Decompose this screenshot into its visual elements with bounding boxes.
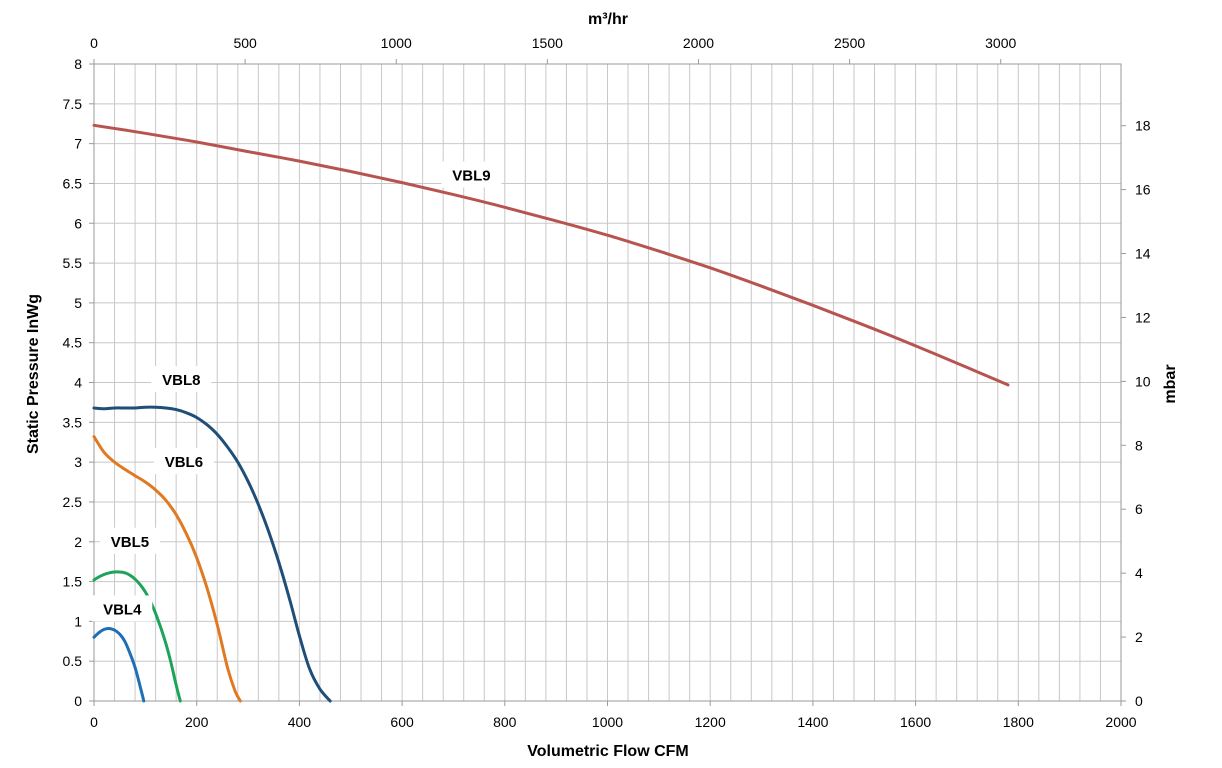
series-line-vbl8 bbox=[92, 405, 332, 703]
x-tick-label: 1000 bbox=[592, 714, 623, 730]
curve-label-vbl4: VBL4 bbox=[103, 601, 142, 618]
y2-tick-label: 14 bbox=[1135, 246, 1151, 262]
y-tick-label: 0.5 bbox=[63, 653, 83, 669]
x-tick-label: 1600 bbox=[900, 714, 931, 730]
x-tick-label: 1400 bbox=[797, 714, 828, 730]
x2-axis-title: m³/hr bbox=[588, 11, 628, 28]
x-tick-label: 2000 bbox=[1105, 714, 1136, 730]
curve-label-background bbox=[153, 448, 214, 475]
y-tick-label: 1 bbox=[74, 613, 82, 629]
y2-tick-label: 16 bbox=[1135, 182, 1151, 198]
y-tick-label: 1.5 bbox=[63, 574, 83, 590]
y-tick-label: 6.5 bbox=[63, 175, 83, 191]
curve-label-vbl5: VBL5 bbox=[111, 534, 149, 551]
y2-tick-label: 6 bbox=[1135, 501, 1143, 517]
grid-layer bbox=[93, 63, 1122, 702]
y2-tick-label: 0 bbox=[1135, 693, 1143, 709]
y2-tick-label: 12 bbox=[1135, 309, 1151, 325]
y-tick-label: 4 bbox=[74, 375, 82, 391]
x2-tick-label: 1000 bbox=[381, 35, 412, 51]
y-tick-label: 3 bbox=[74, 454, 82, 470]
curve-label-vbl6: VBL6 bbox=[165, 454, 203, 471]
x-tick-label: 800 bbox=[493, 714, 517, 730]
series-line-vbl4 bbox=[92, 626, 146, 703]
x2-tick-label: 0 bbox=[90, 35, 98, 51]
curve-label-background bbox=[441, 161, 502, 188]
series-line-vbl5 bbox=[92, 570, 182, 703]
y2-tick-label: 10 bbox=[1135, 373, 1151, 389]
x2-tick-label: 2500 bbox=[834, 35, 865, 51]
y2-tick-label: 4 bbox=[1135, 565, 1143, 581]
x-tick-label: 400 bbox=[288, 714, 312, 730]
y-tick-label: 7 bbox=[74, 136, 82, 152]
axis-layer: 0 200 400 600 800 1000 1200 1400 1600 1800 200000.… bbox=[63, 35, 1151, 730]
y-tick-label: 5 bbox=[74, 295, 82, 311]
x-tick-label: 0 bbox=[90, 714, 98, 730]
curve-label-vbl9: VBL9 bbox=[452, 167, 490, 184]
y-tick-label: 3.5 bbox=[63, 414, 83, 430]
x-axis-title: Volumetric Flow CFM bbox=[527, 743, 688, 760]
y2-tick-label: 8 bbox=[1135, 437, 1143, 453]
y2-tick-label: 18 bbox=[1135, 118, 1151, 134]
x-tick-label: 200 bbox=[185, 714, 209, 730]
curve-label-background bbox=[92, 595, 153, 622]
x2-tick-label: 2000 bbox=[683, 35, 714, 51]
y-tick-label: 6 bbox=[74, 215, 82, 231]
y-tick-label: 5.5 bbox=[63, 255, 83, 271]
y-tick-label: 2 bbox=[74, 534, 82, 550]
y2-tick-label: 2 bbox=[1135, 629, 1143, 645]
curve-label-background bbox=[99, 527, 160, 554]
curve-label-vbl8: VBL8 bbox=[162, 372, 200, 389]
x2-tick-label: 1500 bbox=[532, 35, 563, 51]
x2-tick-label: 500 bbox=[233, 35, 257, 51]
series-line-vbl9 bbox=[92, 123, 1010, 387]
curve-label-background bbox=[151, 366, 212, 393]
x-tick-label: 1200 bbox=[695, 714, 726, 730]
x-tick-label: 600 bbox=[390, 714, 414, 730]
y-axis-title: Static Pressure InWg bbox=[25, 294, 42, 454]
series-line-vbl6 bbox=[92, 435, 242, 703]
y-tick-label: 2.5 bbox=[63, 494, 83, 510]
y2-axis-title: mbar bbox=[1162, 364, 1179, 403]
y-tick-label: 7.5 bbox=[63, 96, 83, 112]
series-layer bbox=[92, 123, 1010, 703]
x-tick-label: 1800 bbox=[1003, 714, 1034, 730]
y-tick-label: 8 bbox=[74, 56, 82, 72]
y-tick-label: 0 bbox=[74, 693, 82, 709]
x2-tick-label: 3000 bbox=[985, 35, 1016, 51]
y-tick-label: 4.5 bbox=[63, 335, 83, 351]
curve-label-layer: VBL9 VBL8 VBL6 VBL5 VBL4 bbox=[92, 161, 502, 622]
